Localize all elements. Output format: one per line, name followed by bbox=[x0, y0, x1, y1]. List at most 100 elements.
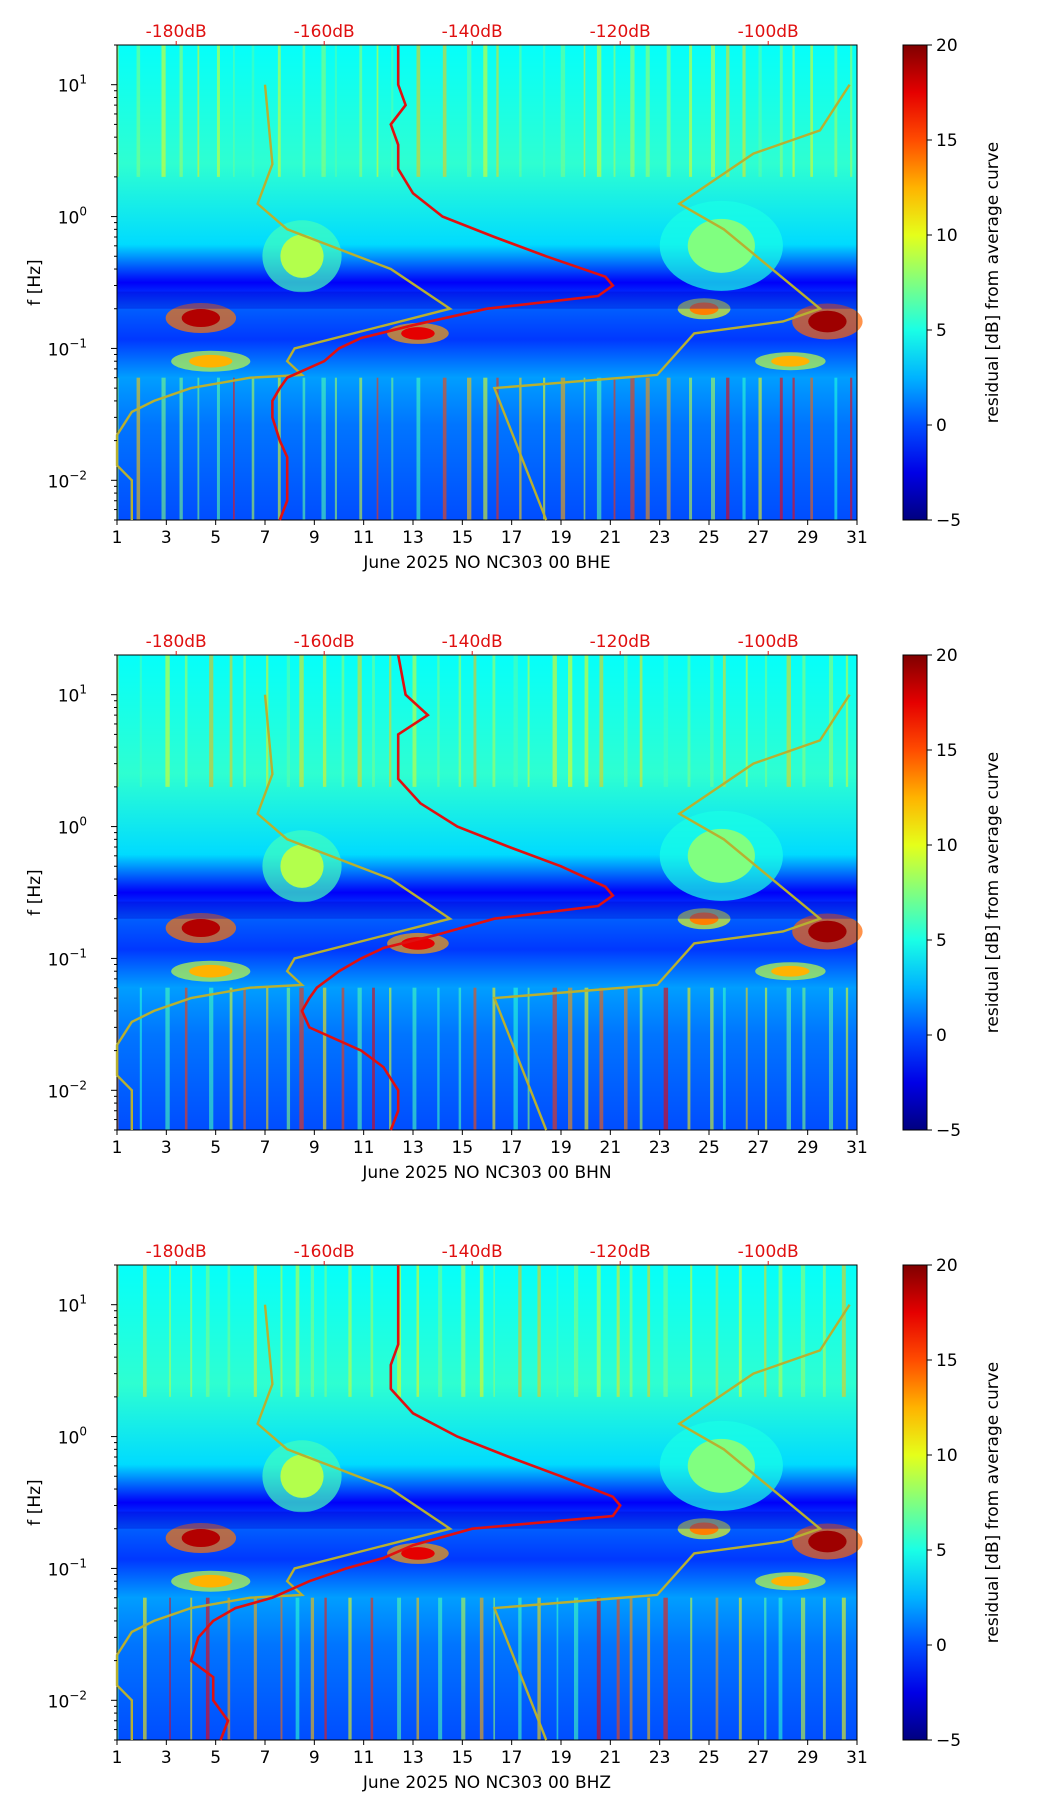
y-tick-label: 10−2 bbox=[48, 1078, 87, 1102]
y-tick-label: 10−1 bbox=[48, 336, 87, 360]
top-db-tick-label: -140dB bbox=[442, 22, 503, 42]
colorbar-tick-label: −5 bbox=[936, 511, 961, 531]
y-tick-label: 10−1 bbox=[48, 1556, 87, 1580]
x-tick-label: 15 bbox=[452, 528, 474, 548]
psd-curve-line bbox=[189, 1265, 622, 1741]
x-tick-label: 3 bbox=[161, 1748, 172, 1768]
top-db-tick-label: -120dB bbox=[590, 1242, 651, 1262]
x-tick-label: 31 bbox=[846, 528, 868, 548]
x-tick-label: 29 bbox=[797, 1138, 819, 1158]
x-tick-label: 5 bbox=[210, 1138, 221, 1158]
colorbar-tick-label: 0 bbox=[936, 416, 947, 436]
noise-model-high-line bbox=[492, 1304, 851, 1741]
y-tick-label: 100 bbox=[58, 1425, 87, 1449]
x-tick-label: 3 bbox=[161, 1138, 172, 1158]
y-axis-label: f [Hz] bbox=[25, 869, 45, 915]
x-axis-label: June 2025 NO NC303 00 BHN bbox=[361, 1163, 611, 1183]
y-tick-label: 10−1 bbox=[48, 946, 87, 970]
x-tick-label: 13 bbox=[402, 1138, 424, 1158]
colorbar bbox=[902, 654, 928, 1131]
noise-model-low-line bbox=[115, 694, 453, 1130]
noise-model-low-line bbox=[115, 1304, 453, 1740]
x-tick-label: 17 bbox=[501, 1138, 523, 1158]
top-db-tick-label: -160dB bbox=[294, 1242, 355, 1262]
x-tick-label: 25 bbox=[698, 1748, 720, 1768]
colorbar-tick-label: 15 bbox=[936, 1351, 958, 1371]
colorbar-label: residual [dB] from average curve bbox=[983, 1362, 1003, 1643]
x-tick-label: 5 bbox=[210, 528, 221, 548]
x-tick-label: 31 bbox=[846, 1748, 868, 1768]
colorbar-tick-label: 5 bbox=[936, 1541, 947, 1561]
x-tick-label: 9 bbox=[309, 1748, 320, 1768]
y-tick-label: 101 bbox=[58, 683, 87, 707]
noise-model-high-line bbox=[492, 84, 851, 521]
y-tick-label: 101 bbox=[58, 1293, 87, 1317]
x-tick-label: 7 bbox=[260, 528, 271, 548]
x-tick-label: 5 bbox=[210, 1748, 221, 1768]
x-tick-label: 29 bbox=[797, 528, 819, 548]
colorbar-tick-label: 15 bbox=[936, 131, 958, 151]
colorbar-label: residual [dB] from average curve bbox=[983, 752, 1003, 1033]
colorbar-tick-label: 0 bbox=[936, 1026, 947, 1046]
top-db-tick-label: -160dB bbox=[294, 22, 355, 42]
top-db-tick-label: -120dB bbox=[590, 632, 651, 652]
colorbar bbox=[902, 44, 928, 521]
x-tick-label: 25 bbox=[698, 528, 720, 548]
heatmap-texture bbox=[117, 655, 863, 1130]
x-tick-label: 23 bbox=[649, 1748, 671, 1768]
colorbar-tick-label: −5 bbox=[936, 1121, 961, 1141]
colorbar bbox=[902, 1264, 928, 1741]
colorbar-tick-label: 20 bbox=[936, 1256, 958, 1276]
x-tick-label: 11 bbox=[353, 1138, 375, 1158]
x-tick-label: 31 bbox=[846, 1138, 868, 1158]
x-tick-label: 13 bbox=[402, 1748, 424, 1768]
top-db-tick-label: -140dB bbox=[442, 632, 503, 652]
x-tick-label: 27 bbox=[748, 1748, 770, 1768]
x-tick-label: 7 bbox=[260, 1138, 271, 1158]
x-tick-label: 1 bbox=[112, 1748, 123, 1768]
x-tick-label: 23 bbox=[649, 1138, 671, 1158]
psd-curve-line bbox=[271, 45, 615, 521]
y-tick-label: 10−2 bbox=[48, 1688, 87, 1712]
top-db-tick-label: -180dB bbox=[146, 22, 207, 42]
y-axis-label: f [Hz] bbox=[25, 259, 45, 305]
top-db-tick-label: -100dB bbox=[738, 22, 799, 42]
top-db-tick-label: -160dB bbox=[294, 632, 355, 652]
x-tick-label: 27 bbox=[748, 1138, 770, 1158]
x-tick-label: 15 bbox=[452, 1748, 474, 1768]
x-axis-label: June 2025 NO NC303 00 BHZ bbox=[362, 1773, 611, 1793]
top-db-tick-label: -120dB bbox=[590, 22, 651, 42]
colorbar-tick-label: 0 bbox=[936, 1636, 947, 1656]
x-tick-label: 17 bbox=[501, 1748, 523, 1768]
x-tick-label: 29 bbox=[797, 1748, 819, 1768]
top-db-tick-label: -100dB bbox=[738, 1242, 799, 1262]
y-tick-label: 100 bbox=[58, 815, 87, 839]
x-axis-label: June 2025 NO NC303 00 BHE bbox=[362, 553, 610, 573]
y-axis-label: f [Hz] bbox=[25, 1479, 45, 1525]
noise-model-low-line bbox=[115, 84, 453, 520]
colorbar-label: residual [dB] from average curve bbox=[983, 142, 1003, 423]
y-tick-label: 10−2 bbox=[48, 468, 87, 492]
plot-frame bbox=[116, 44, 858, 521]
y-tick-label: 101 bbox=[58, 73, 87, 97]
plot-frame bbox=[116, 654, 858, 1131]
x-tick-label: 1 bbox=[112, 1138, 123, 1158]
x-tick-label: 21 bbox=[600, 1138, 622, 1158]
top-db-tick-label: -100dB bbox=[738, 632, 799, 652]
colorbar-tick-label: 15 bbox=[936, 741, 958, 761]
top-db-tick-label: -180dB bbox=[146, 1242, 207, 1262]
plot-frame bbox=[116, 1264, 858, 1741]
x-tick-label: 11 bbox=[353, 528, 375, 548]
x-tick-label: 21 bbox=[600, 1748, 622, 1768]
x-tick-label: 13 bbox=[402, 528, 424, 548]
x-tick-label: 1 bbox=[112, 528, 123, 548]
x-tick-label: 17 bbox=[501, 528, 523, 548]
colorbar-tick-label: 10 bbox=[936, 1446, 958, 1466]
colorbar-tick-label: 10 bbox=[936, 226, 958, 246]
colorbar-tick-label: 5 bbox=[936, 931, 947, 951]
noise-model-high-line bbox=[492, 694, 851, 1131]
spectrogram-panel-1: 1 3 5 7 9 11 13 15 17 19 21 23 25 27 29 31 June 2025 NO … bbox=[0, 0, 1052, 600]
